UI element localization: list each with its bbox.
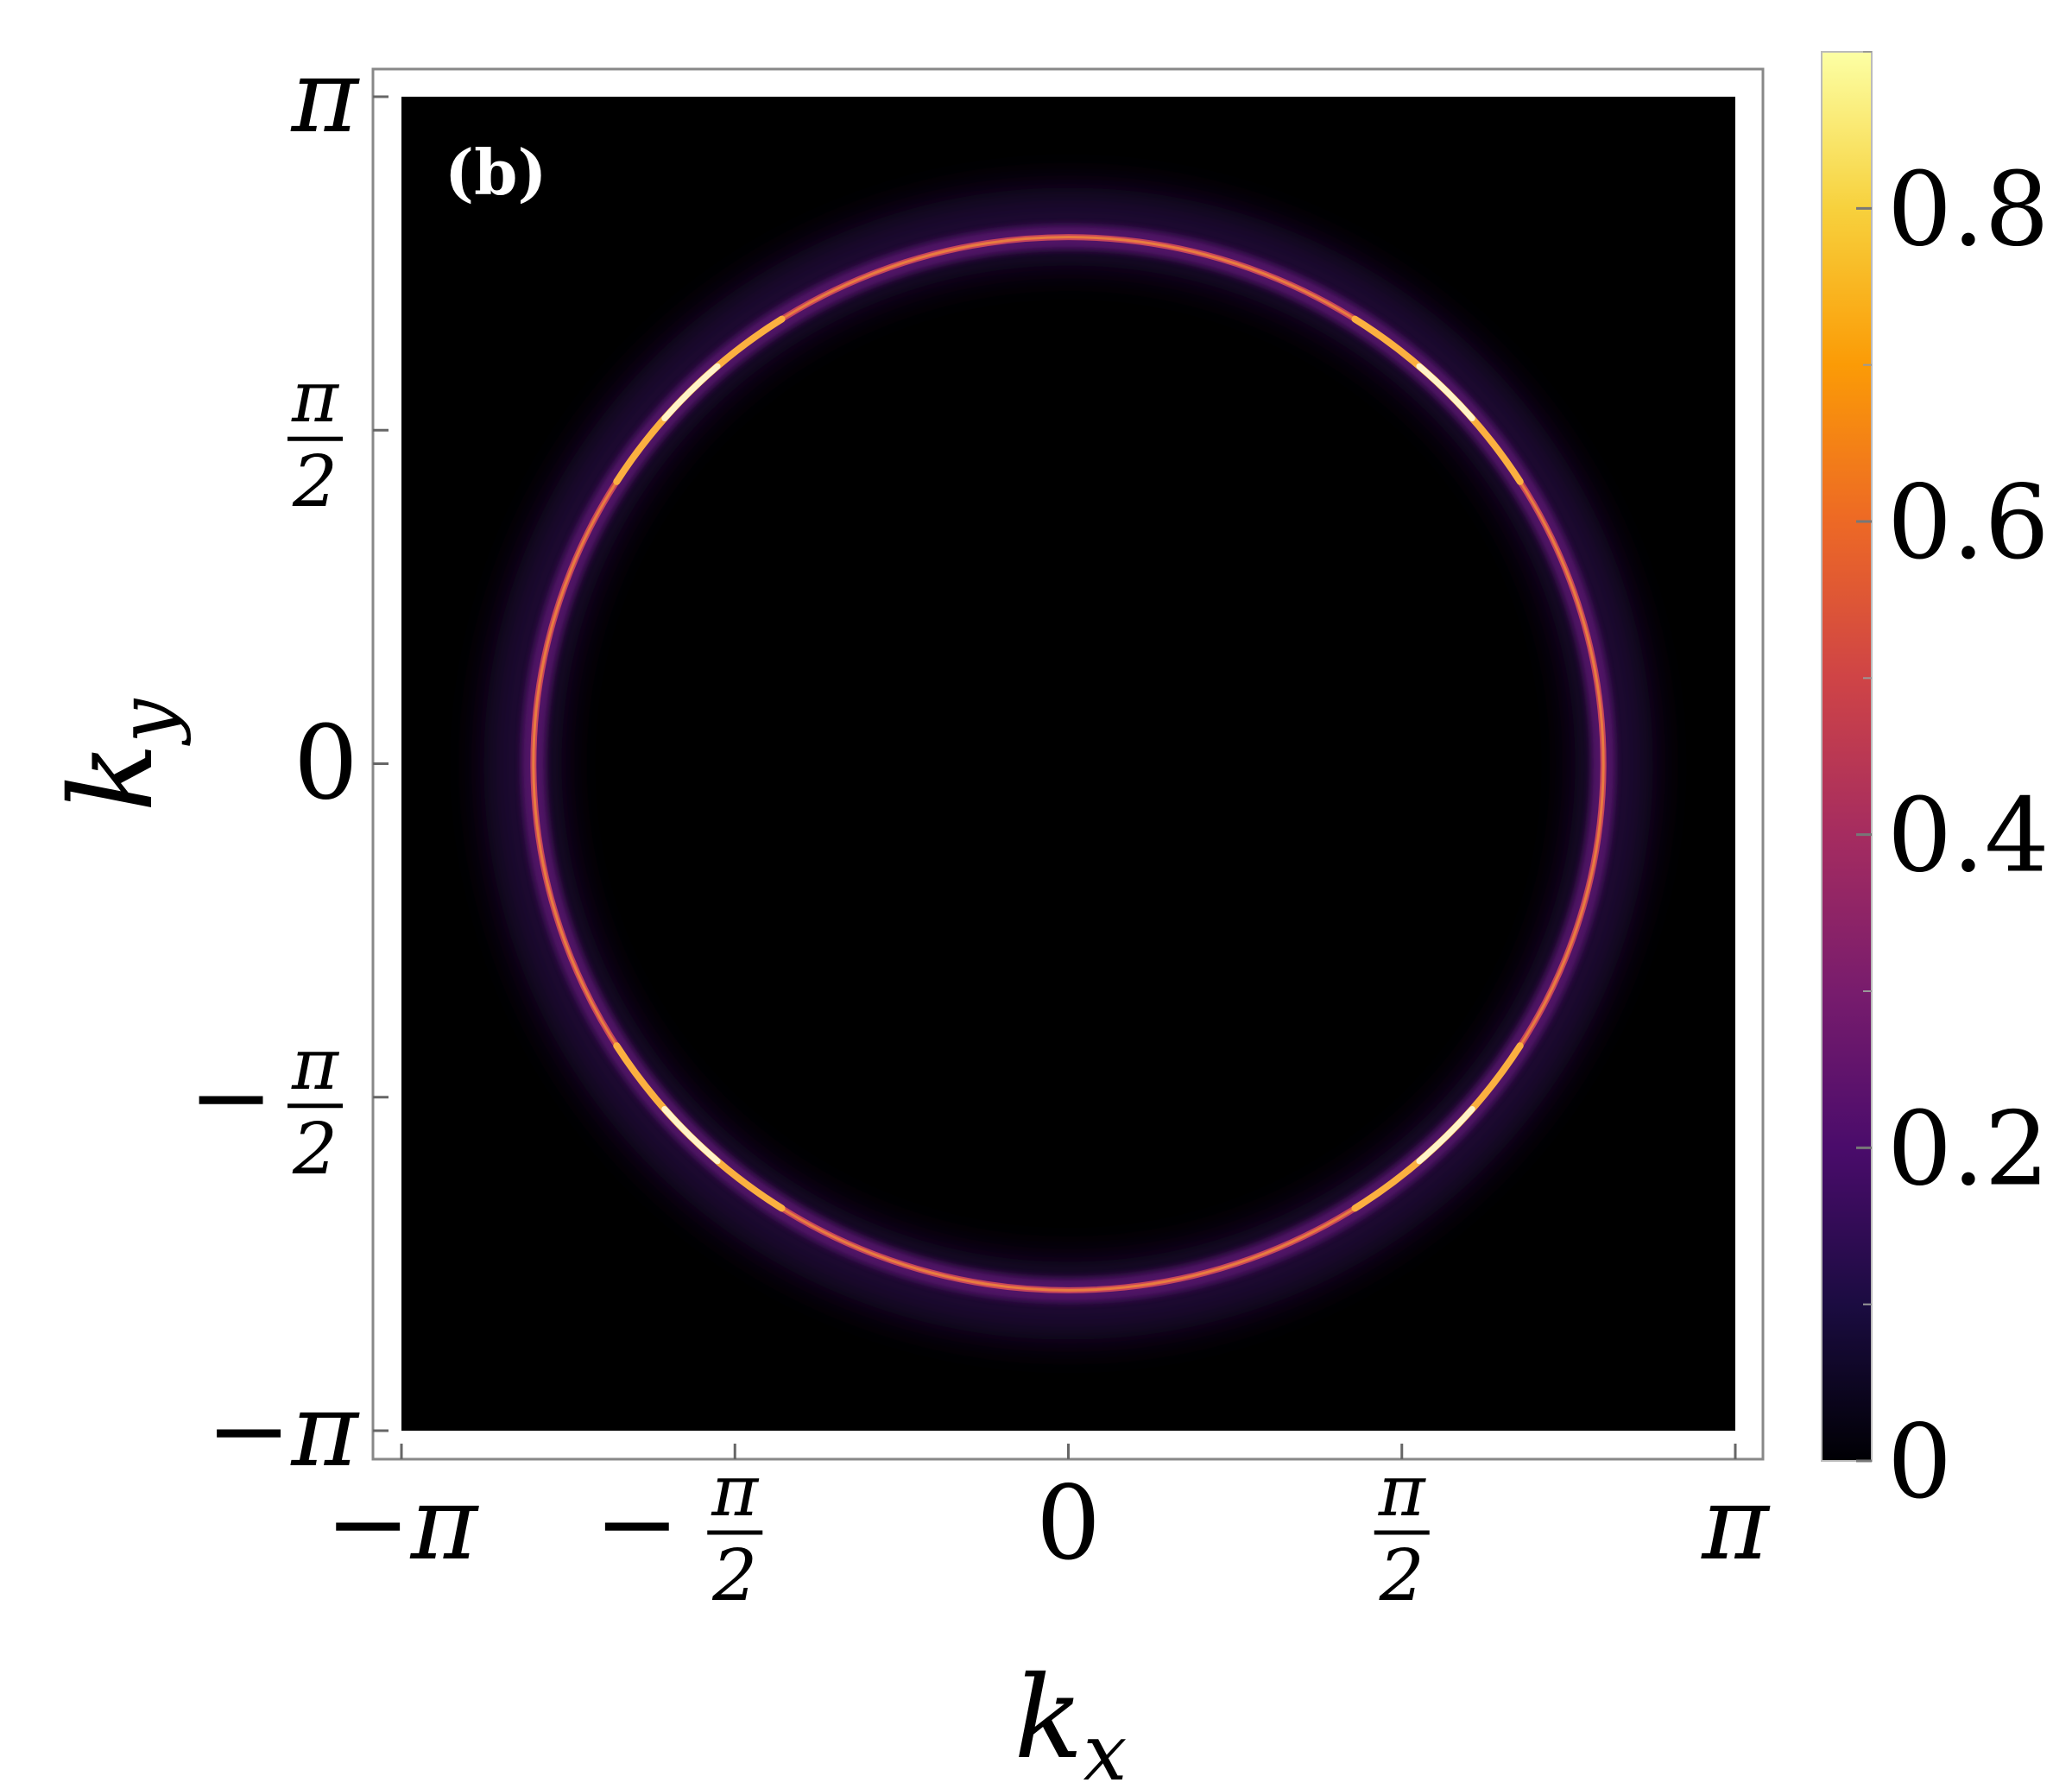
y-tick-label: −π xyxy=(206,1370,361,1489)
colorbar-tick-label: 0.6 xyxy=(1887,463,2050,582)
colorbar-tick-label: 0.2 xyxy=(1887,1089,2050,1208)
x-tick-label: −π xyxy=(325,1463,480,1583)
colorbar-tick-label: 0.4 xyxy=(1887,776,2050,895)
y-tick-label-num: π xyxy=(291,357,340,439)
ring-hotspot-peak xyxy=(661,363,721,422)
x-tick-label-den: 2 xyxy=(711,1535,757,1617)
x-tick-label: π xyxy=(1700,1463,1771,1583)
ring-hotspot-peak xyxy=(1416,363,1475,422)
x-tick-label: 0 xyxy=(1036,1463,1101,1583)
y-tick-label: π xyxy=(289,36,360,155)
y-axis-label-group: ky xyxy=(46,698,193,812)
colorbar-tick-label: 0.8 xyxy=(1887,149,2050,269)
y-axis-label: ky xyxy=(46,698,193,812)
fermi-ring xyxy=(483,187,1653,1340)
y-tick-label: 0 xyxy=(294,704,358,823)
y-tick-label-den: 2 xyxy=(292,441,338,523)
y-tick-label-sign: − xyxy=(188,1037,274,1156)
x-tick-label-num: π xyxy=(1378,1451,1427,1533)
colorbar-tick-label: 0 xyxy=(1887,1402,1952,1521)
heatmap-panel xyxy=(401,97,1735,1431)
colorbar-frame xyxy=(1821,51,1873,1462)
ring-core-bright xyxy=(532,236,1605,1292)
x-tick-label-den: 2 xyxy=(1379,1535,1424,1617)
x-axis-label-subscript: x xyxy=(1083,1708,1128,1789)
ring-hotspot-peak xyxy=(1416,1105,1475,1165)
colorbar xyxy=(1822,52,1872,1461)
colorbar-ticks: 0 0.2 0.4 0.6 0.8 xyxy=(1856,51,2050,1521)
y-axis-label-subscript: y xyxy=(102,698,193,746)
panel-label: (b) xyxy=(445,136,546,209)
x-tick-label-sign: − xyxy=(594,1463,679,1583)
y-tick-label-den: 2 xyxy=(292,1109,338,1191)
x-tick-label-num: π xyxy=(711,1451,760,1533)
ring-hotspot-peak xyxy=(661,1105,721,1165)
x-axis-label: kx xyxy=(1014,1652,1128,1789)
x-ticks: −π − π2 0 π2 π xyxy=(325,1444,1771,1617)
y-tick-label-num: π xyxy=(291,1024,340,1106)
